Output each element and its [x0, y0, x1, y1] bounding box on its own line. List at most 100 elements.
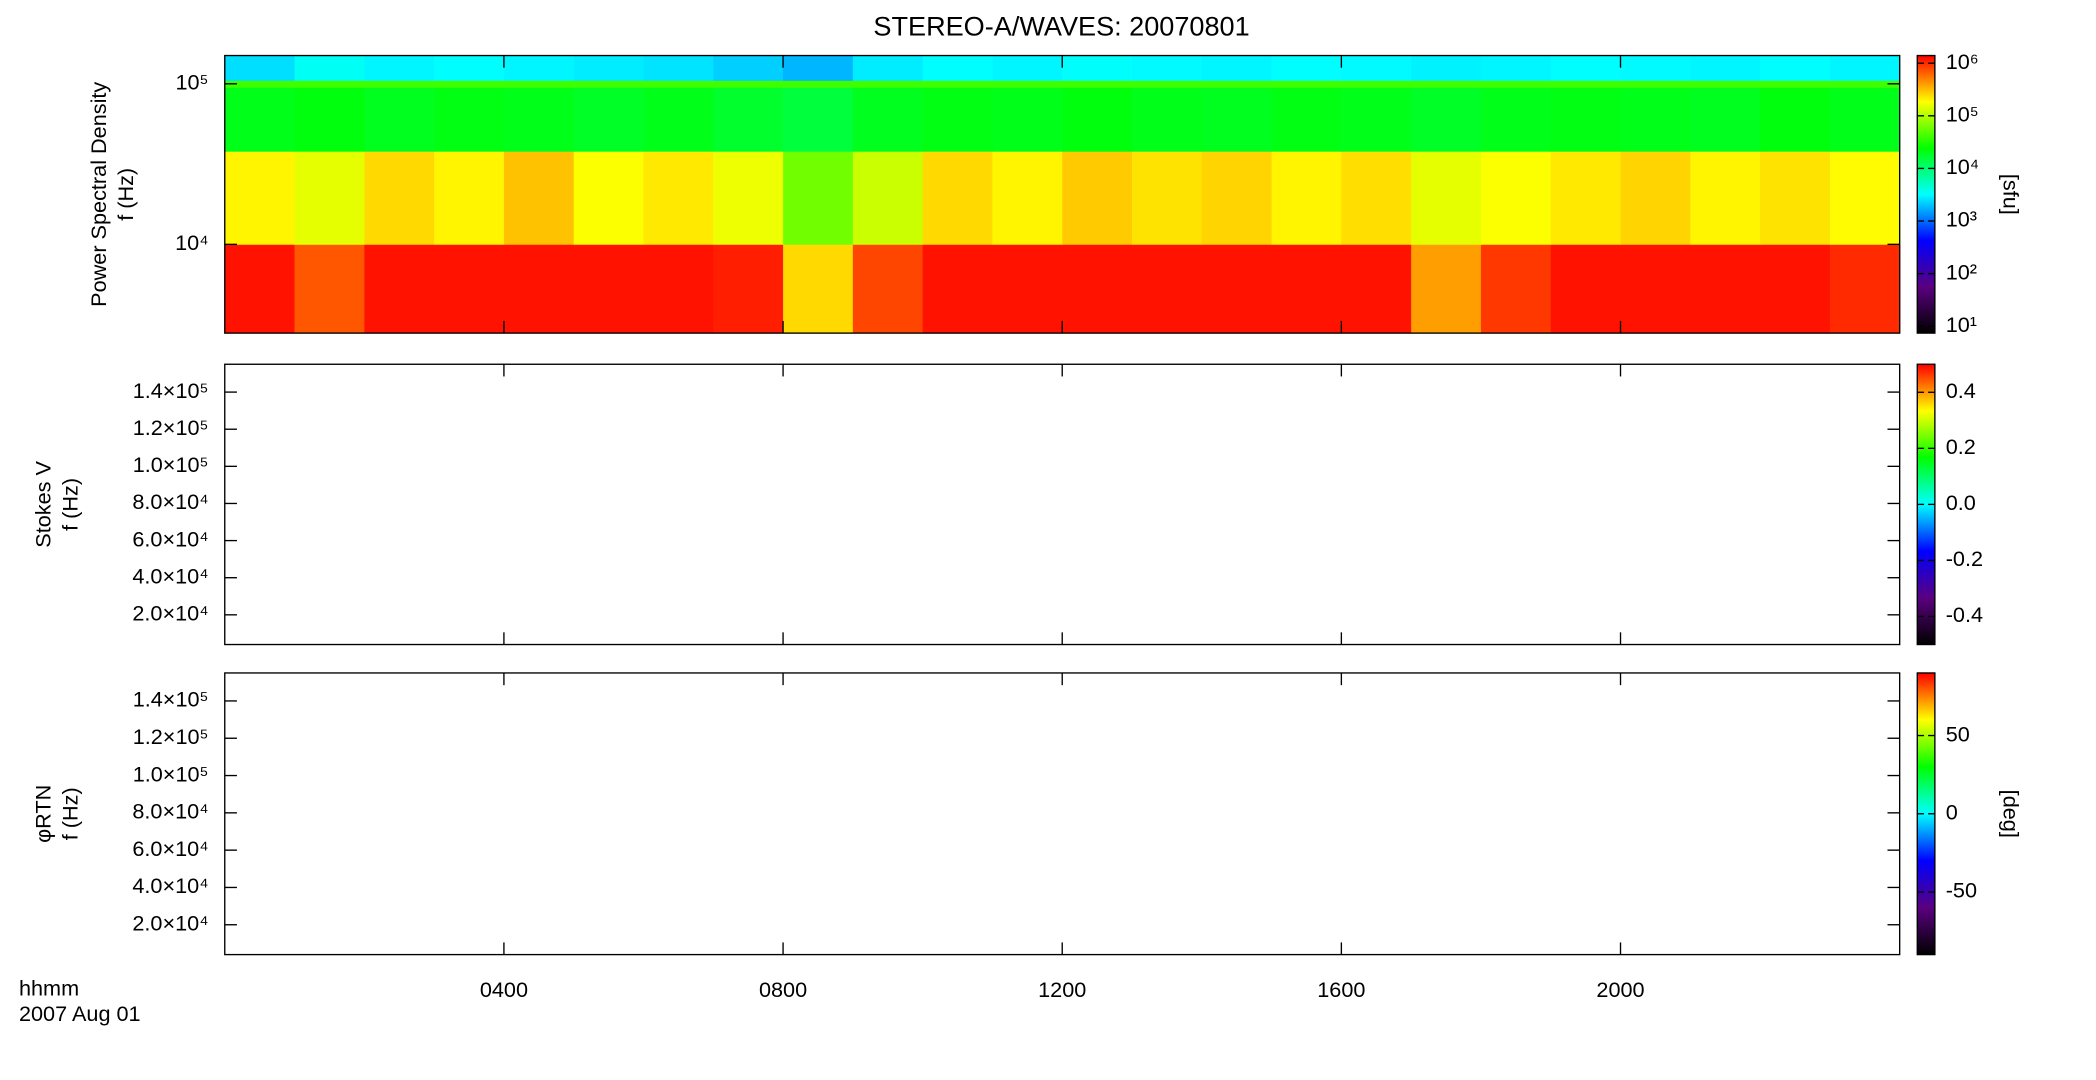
heatmap-cell [1829, 87, 1901, 152]
x-axis-label: hhmm [19, 976, 79, 1001]
y-tick-label: 1.0×10⁵ [133, 452, 209, 477]
heatmap-cell [643, 244, 714, 334]
y-tick-label: 10⁴ [175, 230, 208, 255]
x-tick-label: 1600 [1317, 977, 1365, 1002]
heatmap-cell [1550, 151, 1622, 245]
heatmap-cell [573, 80, 645, 88]
colorbar-tick-label: 10³ [1946, 207, 1977, 232]
heatmap-cell [294, 151, 366, 245]
heatmap-cell [1341, 244, 1412, 334]
heatmap-cell [1829, 244, 1901, 334]
y-tick-label: 10⁵ [175, 70, 208, 95]
heatmap-cell [852, 87, 924, 152]
heatmap-cell [922, 151, 994, 245]
heatmap-cell [503, 55, 575, 81]
heatmap-cell [294, 55, 366, 81]
heatmap-cell [1760, 87, 1831, 152]
heatmap-cell [1411, 151, 1482, 245]
colorbar [1916, 54, 1936, 334]
heatmap-cell [1480, 244, 1552, 334]
heatmap-cell [434, 151, 505, 245]
colorbar-label: [deg] [1999, 790, 2024, 838]
heatmap-cell [1341, 151, 1412, 245]
heatmap-cell [1480, 55, 1552, 81]
heatmap-cell [434, 55, 505, 81]
heatmap-cell [1132, 151, 1203, 245]
heatmap-cell [1550, 55, 1622, 81]
y-axis-label: φRTN [30, 785, 55, 843]
y-axis-label: Power Spectral Density [86, 82, 111, 307]
heatmap-cell [294, 80, 366, 88]
heatmap-cell [992, 87, 1063, 152]
heatmap-cell [1620, 87, 1691, 152]
heatmap-cell [1201, 151, 1273, 245]
colorbar-tick-label: 10¹ [1946, 312, 1977, 337]
heatmap-cell [364, 80, 435, 88]
heatmap-cell [1550, 87, 1622, 152]
x-tick-label: 0400 [480, 977, 528, 1002]
heatmap-cell [852, 80, 924, 88]
heatmap-cell [713, 87, 784, 152]
heatmap-cell [992, 55, 1063, 81]
heatmap-cell [434, 80, 505, 88]
colorbar-tick-label: 50 [1946, 721, 1970, 746]
heatmap-cell [922, 80, 994, 88]
heatmap-cell [1271, 151, 1343, 245]
heatmap-cell [1760, 244, 1831, 334]
heatmap-cell [852, 55, 924, 81]
colorbar-tick-label: 10² [1946, 259, 1977, 284]
heatmap-cell [573, 55, 645, 81]
heatmap-cell [1062, 87, 1133, 152]
heatmap-cell [573, 151, 645, 245]
heatmap-cell [643, 55, 714, 81]
heatmap-cell [713, 80, 784, 88]
heatmap-cell [783, 151, 854, 245]
heatmap-cell [783, 87, 854, 152]
heatmap-cell [573, 244, 645, 334]
heatmap-cell [1760, 55, 1831, 81]
heatmap-cell [992, 244, 1063, 334]
y-axis-label: f (Hz) [57, 478, 82, 531]
heatmap-cell [713, 55, 784, 81]
heatmap-cell [1690, 87, 1761, 152]
colorbar-tick-label: 0.2 [1946, 434, 1976, 459]
heatmap-cell [1690, 55, 1761, 81]
colorbar-label: [sfu] [1999, 174, 2024, 215]
heatmap-cell [294, 244, 366, 334]
heatmap-cell [992, 151, 1063, 245]
heatmap-cell [922, 87, 994, 152]
heatmap-cell [1201, 80, 1273, 88]
heatmap-cell [503, 151, 575, 245]
colorbar-tick-label: 0.0 [1946, 490, 1976, 515]
heatmap-cell [1201, 244, 1273, 334]
heatmap-cell [1411, 87, 1482, 152]
heatmap-cell [1201, 87, 1273, 152]
heatmap-cell [1411, 55, 1482, 81]
y-tick-label: 4.0×10⁴ [132, 563, 208, 588]
heatmap-cell [783, 244, 854, 334]
heatmap-cell [364, 244, 435, 334]
y-tick-label: 6.0×10⁴ [132, 526, 208, 551]
heatmap-cell [1132, 244, 1203, 334]
heatmap-cell [1690, 151, 1761, 245]
heatmap-cell [1062, 55, 1133, 81]
heatmap-cell [1411, 244, 1482, 334]
heatmap-cell [1062, 80, 1133, 88]
y-axis-label: Stokes V [30, 461, 55, 548]
heatmap-cell [1620, 80, 1691, 88]
colorbar-tick-label: -0.2 [1946, 546, 1983, 571]
heatmap-cell [992, 80, 1063, 88]
heatmap-cell [1550, 244, 1622, 334]
heatmap-cell [1760, 80, 1831, 88]
heatmap-cell [434, 87, 505, 152]
y-axis-label: f (Hz) [57, 787, 82, 840]
heatmap-cell [1271, 80, 1343, 88]
heatmap-cell [1760, 151, 1831, 245]
heatmap-cell [713, 151, 784, 245]
heatmap-cell [573, 87, 645, 152]
heatmap-cell [713, 244, 784, 334]
heatmap-cell [294, 87, 366, 152]
y-tick-label: 1.2×10⁵ [133, 415, 209, 440]
heatmap-cell [1620, 244, 1691, 334]
